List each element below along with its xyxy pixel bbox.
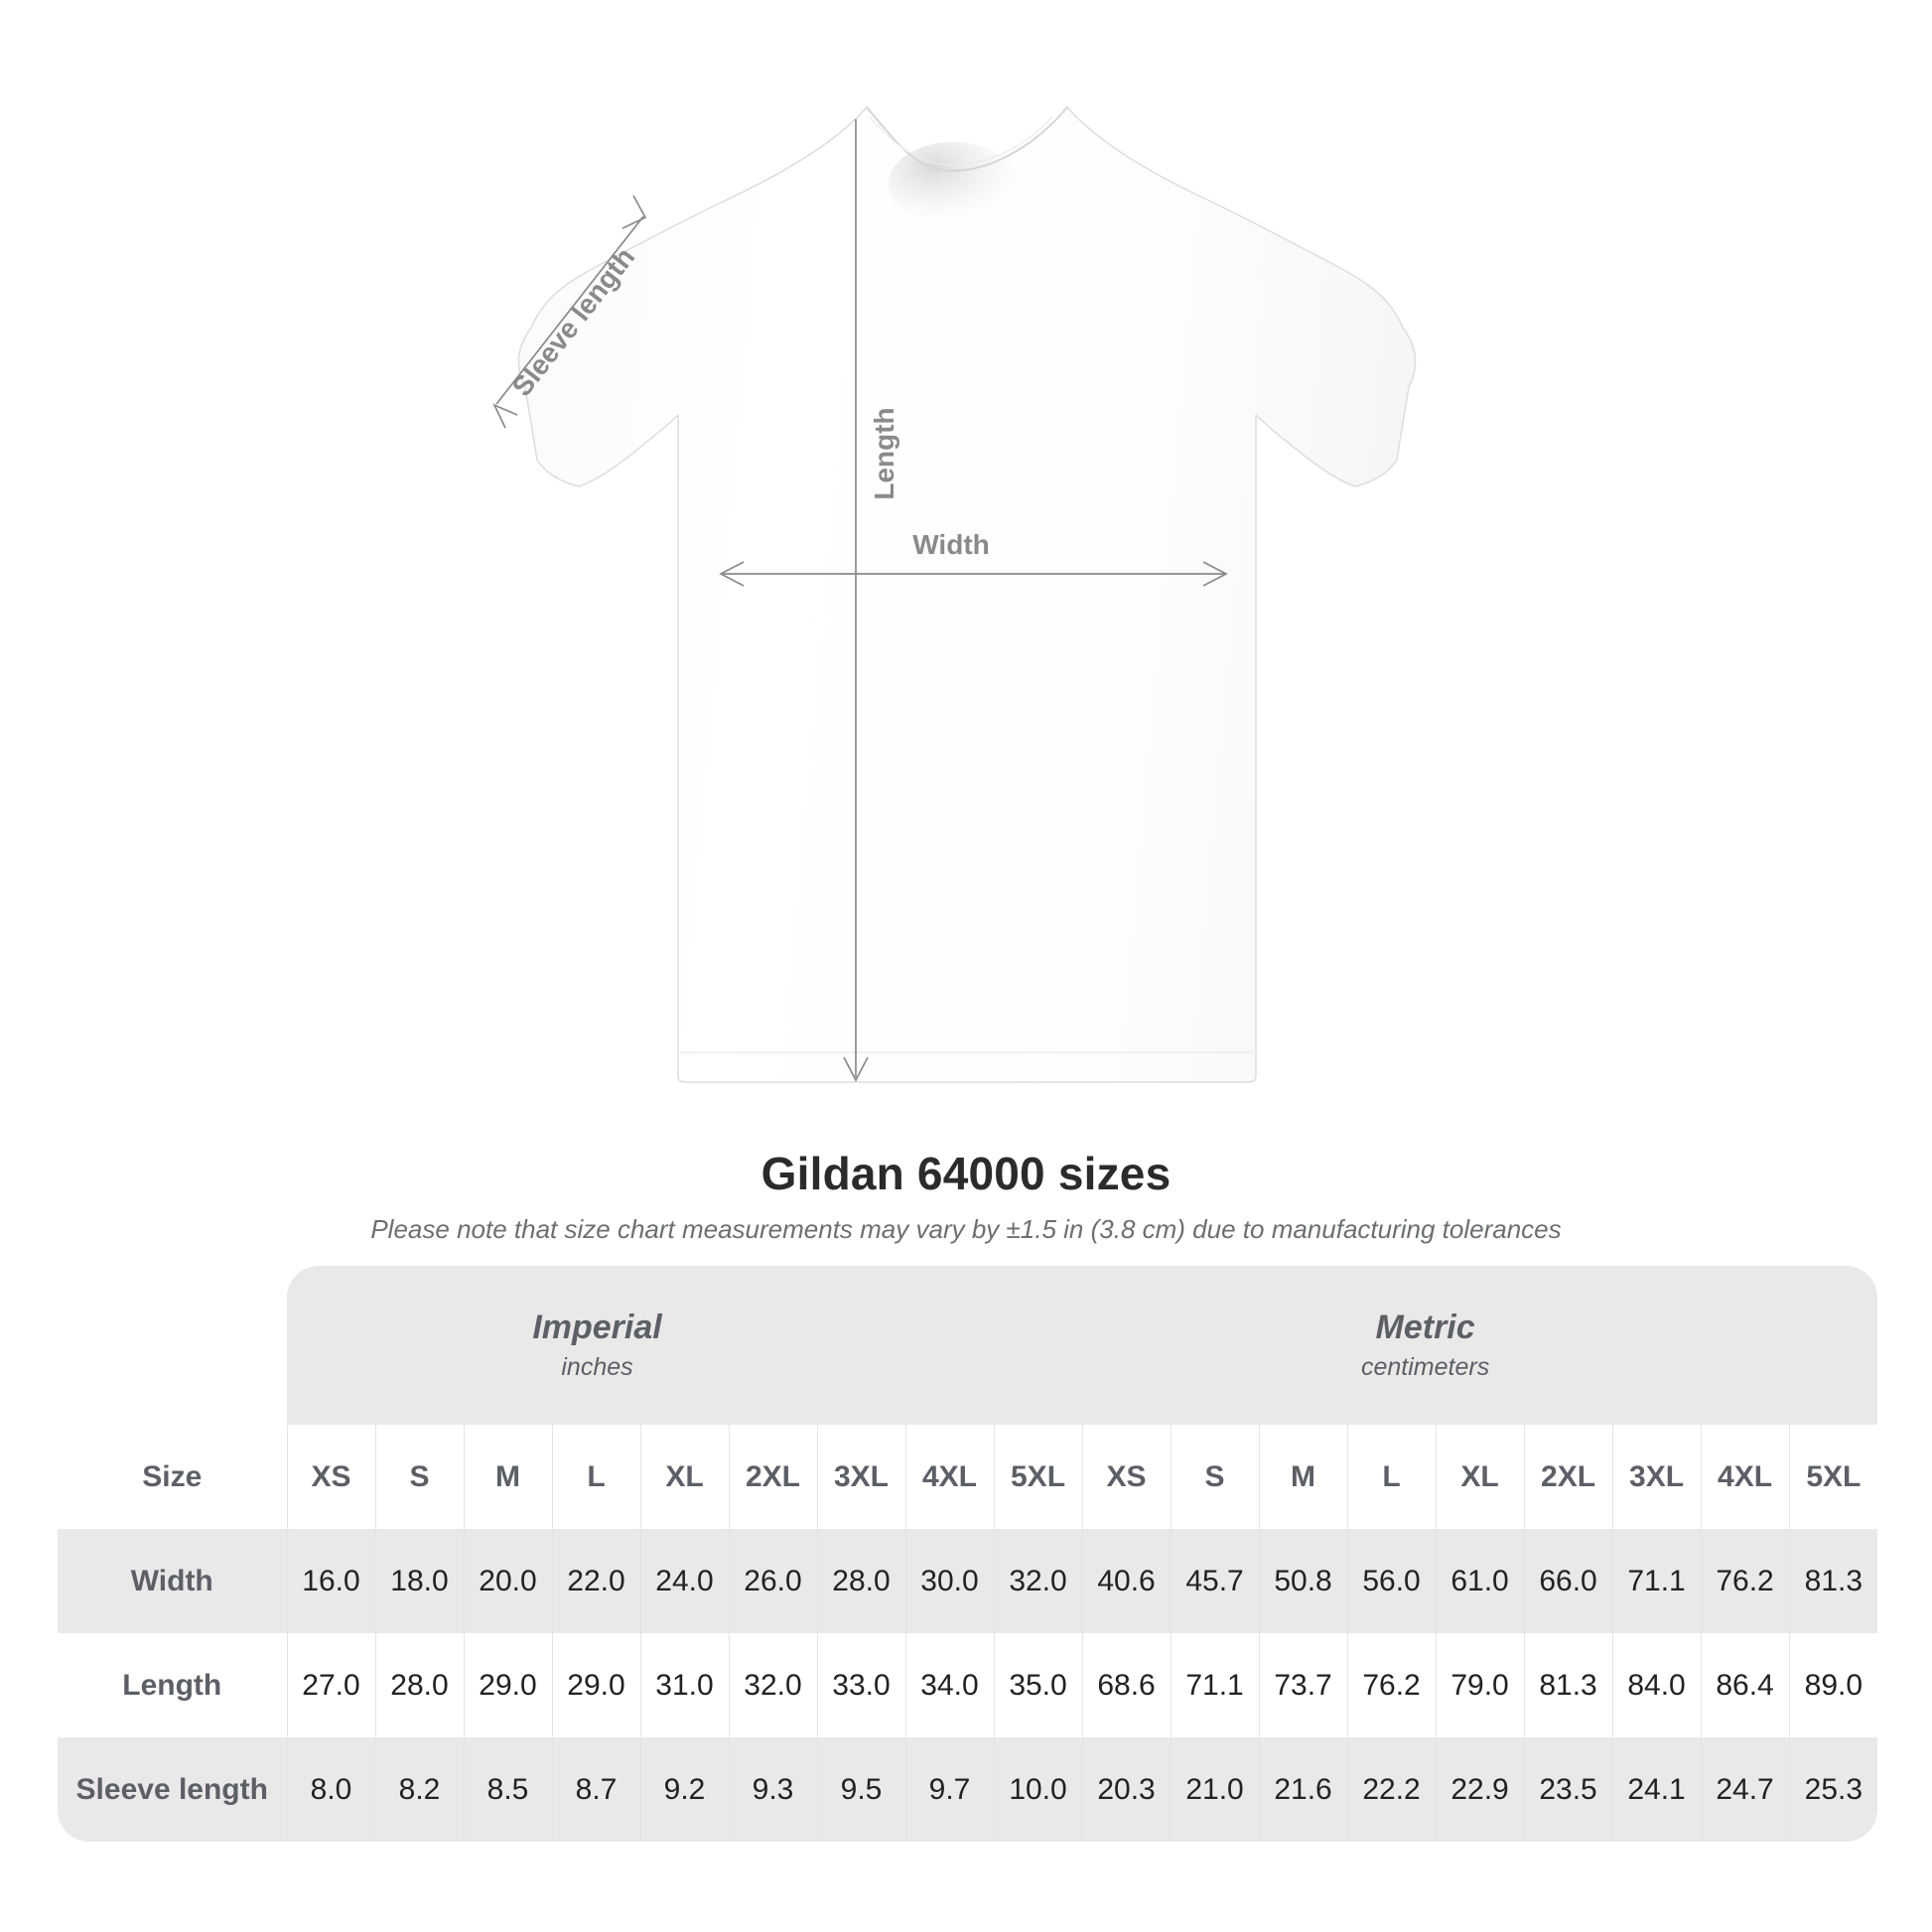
svg-text:Width: Width (912, 529, 990, 560)
svg-text:Length: Length (869, 407, 899, 499)
